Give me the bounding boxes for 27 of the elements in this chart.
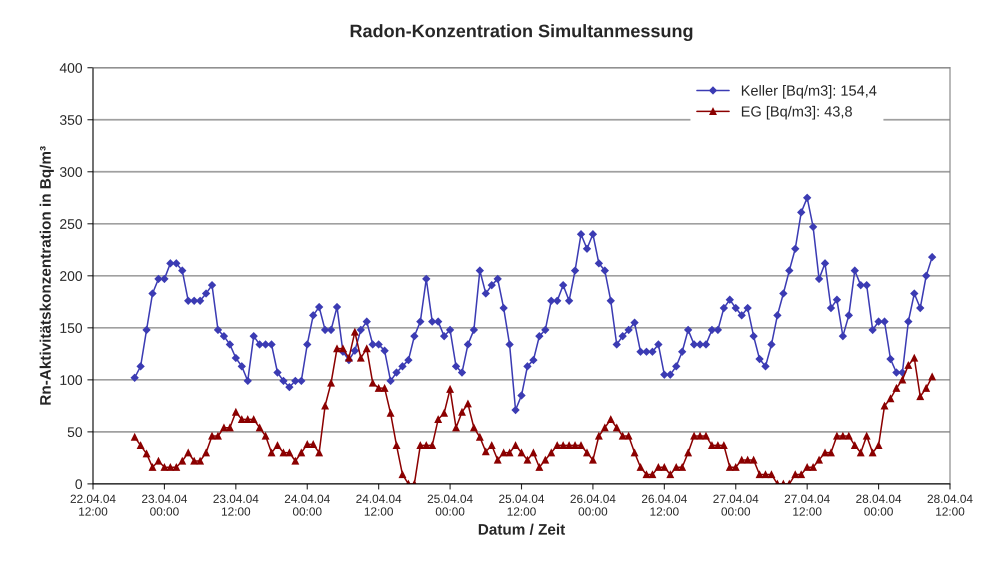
x-tick-label: 28.04.04 00:00 bbox=[856, 494, 902, 516]
y-tick-label: 50 bbox=[68, 427, 82, 438]
y-tick-label: 0 bbox=[75, 479, 82, 490]
legend-label: EG [Bq/m3]: 43,8 bbox=[742, 106, 852, 120]
x-tick-label: 28.04.04 12:00 bbox=[928, 494, 973, 516]
y-tick-label: 200 bbox=[60, 271, 82, 281]
y-tick-label: 150 bbox=[60, 323, 82, 333]
legend-label: Keller [Bq/m3]: 154,4 bbox=[742, 85, 876, 99]
y-tick-label: 300 bbox=[60, 167, 82, 177]
x-tick-label: 23.04.04 12:00 bbox=[213, 494, 258, 516]
x-tick-label: 22.04.04 12:00 bbox=[70, 494, 116, 516]
x-axis-title: Datum / Zeit bbox=[478, 524, 566, 535]
y-axis-title: Rn-Aktivitätskonzentration in Bq/m³ bbox=[40, 146, 54, 405]
x-tick-label: 23.04.04 00:00 bbox=[142, 494, 188, 516]
x-tick-label: 27.04.04 12:00 bbox=[784, 494, 830, 516]
y-tick-label: 350 bbox=[60, 115, 82, 125]
y-tick-label: 250 bbox=[60, 219, 82, 229]
x-tick-label: 24.04.04 12:00 bbox=[356, 494, 402, 516]
x-tick-label: 26.04.04 00:00 bbox=[570, 494, 616, 516]
x-tick-label: 25.04.04 12:00 bbox=[499, 494, 544, 516]
y-tick-label: 100 bbox=[60, 375, 82, 386]
x-tick-label: 25.04.04 00:00 bbox=[428, 494, 473, 516]
y-tick-label: 400 bbox=[60, 63, 82, 73]
x-tick-label: 24.04.04 00:00 bbox=[284, 494, 330, 516]
chart-title: Radon-Konzentration Simultanmessung bbox=[350, 24, 692, 41]
x-tick-label: 27.04.04 00:00 bbox=[713, 494, 758, 516]
x-tick-label: 26.04.04 12:00 bbox=[642, 494, 687, 516]
